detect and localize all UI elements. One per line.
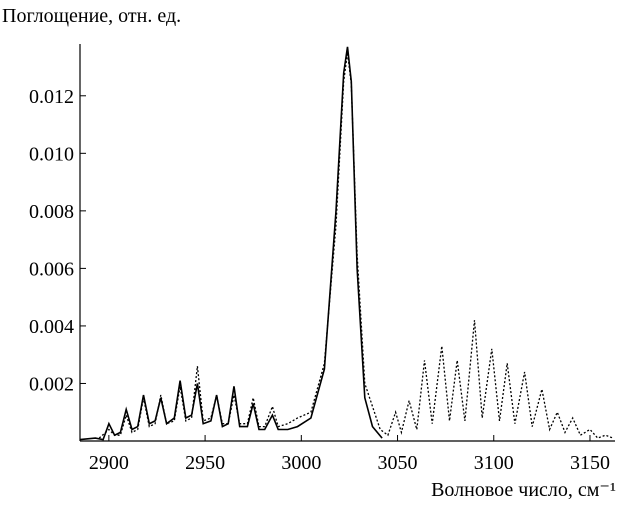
x-axis-label: Волновое число, см⁻¹ (431, 479, 616, 501)
x-tick-label: 3050 (378, 452, 418, 474)
spectrum-line (98, 52, 614, 439)
y-tick-label: 0.004 (29, 316, 74, 338)
y-axis-label: Поглощение, отн. ед. (2, 5, 181, 27)
y-tick-label: 0.012 (29, 86, 74, 108)
x-tick-label: 2900 (89, 452, 129, 474)
y-tick-label: 0.002 (29, 373, 74, 395)
y-tick-label: 0.010 (29, 143, 74, 165)
y-tick-label: 0.006 (29, 258, 74, 280)
y-tick-label: 0.008 (29, 201, 74, 223)
spectrum-line (79, 46, 383, 441)
x-tick-label: 3150 (570, 452, 610, 474)
x-tick-label: 3100 (474, 452, 514, 474)
x-tick-label: 3000 (281, 452, 321, 474)
x-tick-label: 2950 (185, 452, 225, 474)
